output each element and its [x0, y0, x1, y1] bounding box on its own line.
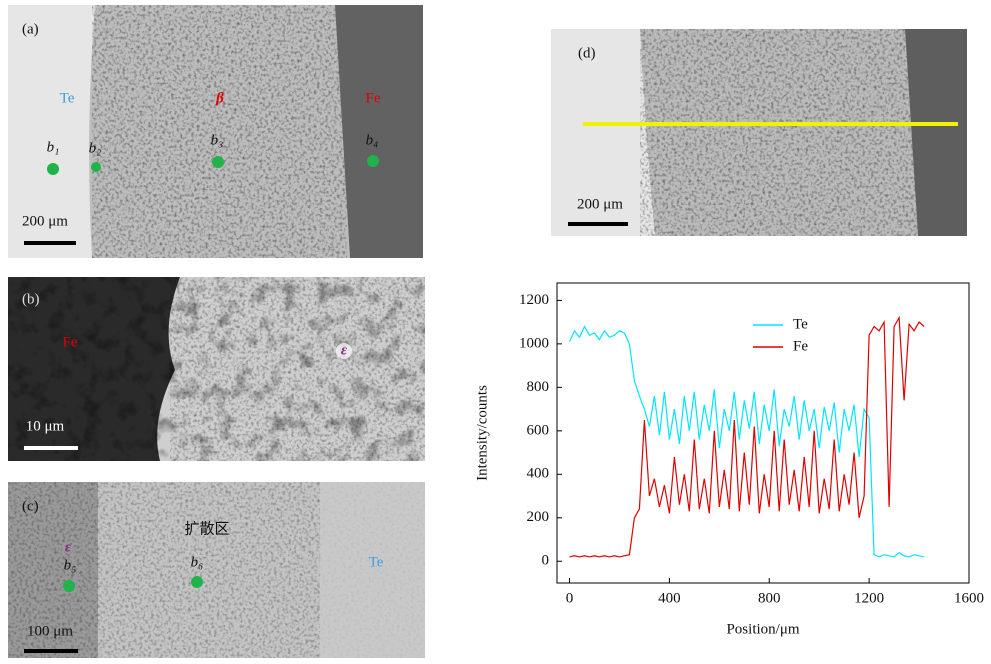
y-tick-label: 1000: [519, 335, 549, 351]
data-line: [568, 325, 925, 558]
point-label: b₃: [211, 132, 224, 148]
fe-region: [335, 5, 423, 258]
scale-bar: [24, 649, 78, 653]
phase-marker: [336, 343, 352, 359]
y-tick-label: 1200: [519, 292, 549, 308]
scale-bar-label: 200 μm: [577, 196, 623, 212]
point-label: b₁: [47, 139, 60, 155]
point-marker: [212, 156, 224, 168]
texture: [92, 5, 347, 258]
phase-label: Fe: [63, 334, 78, 350]
point-label: b₆: [191, 554, 204, 570]
point-marker: [63, 580, 75, 592]
data-line: [569, 315, 925, 558]
fe-region: [905, 29, 967, 236]
panel-a: (a) Te β Fe b₁ b₂ b₃ b₄ 200 μm: [8, 5, 423, 258]
point-marker: [91, 162, 101, 172]
legend-label: Fe: [793, 338, 808, 354]
phase-label: β: [215, 90, 224, 106]
x-tick-label: 800: [758, 590, 781, 606]
panel-label: (c): [22, 498, 39, 514]
scale-bar: [24, 446, 78, 450]
panel-b: (b) Fe ε 10 μm: [8, 277, 425, 461]
te-region: [320, 482, 425, 658]
y-tick-label: 600: [527, 422, 550, 438]
point-marker: [367, 155, 379, 167]
point-label: b₅: [64, 557, 77, 573]
y-tick-label: 200: [527, 509, 550, 525]
point-marker: [47, 163, 59, 175]
y-tick-label: 400: [527, 466, 550, 482]
scale-bar: [568, 222, 628, 226]
x-tick-label: 0: [566, 590, 574, 606]
x-tick-label: 400: [658, 590, 681, 606]
point-label: b₄: [366, 132, 379, 148]
phase-label: Te: [369, 554, 384, 570]
x-tick-label: 1600: [954, 590, 984, 606]
texture: [640, 29, 918, 236]
scale-bar-label: 10 μm: [26, 418, 65, 434]
phase-label: Te: [60, 90, 75, 106]
plot-frame: [556, 282, 970, 584]
region-label: 扩散区: [184, 520, 229, 538]
point-label: b₂: [89, 140, 102, 156]
y-tick-label: 0: [542, 553, 550, 569]
scale-bar-label: 200 μm: [22, 213, 68, 229]
panel-label: (d): [578, 45, 596, 61]
point-marker: [191, 576, 203, 588]
scale-bar: [24, 241, 76, 245]
legend-label: Te: [793, 316, 808, 332]
x-axis-label: Position/μm: [726, 621, 799, 637]
panel-label: (b): [22, 291, 40, 307]
phase-label: ε: [341, 342, 348, 358]
panel-c: (c) 扩散区 ε Te b₅ b₆ 100 μm: [8, 482, 425, 658]
y-tick-label: 800: [527, 379, 550, 395]
panel-d: (d) 200 μm: [551, 29, 967, 236]
y-axis-label: Intensity/counts: [474, 385, 490, 481]
line-chart: Position/μm Intensity/counts 0 400 800 1200…: [474, 282, 984, 637]
x-tick-label: 1200: [854, 590, 884, 606]
scale-bar-label: 100 μm: [27, 623, 73, 639]
phase-label: ε: [65, 539, 72, 555]
phase-label: Fe: [366, 90, 381, 106]
panel-label: (a): [22, 21, 39, 37]
texture: [170, 277, 425, 461]
